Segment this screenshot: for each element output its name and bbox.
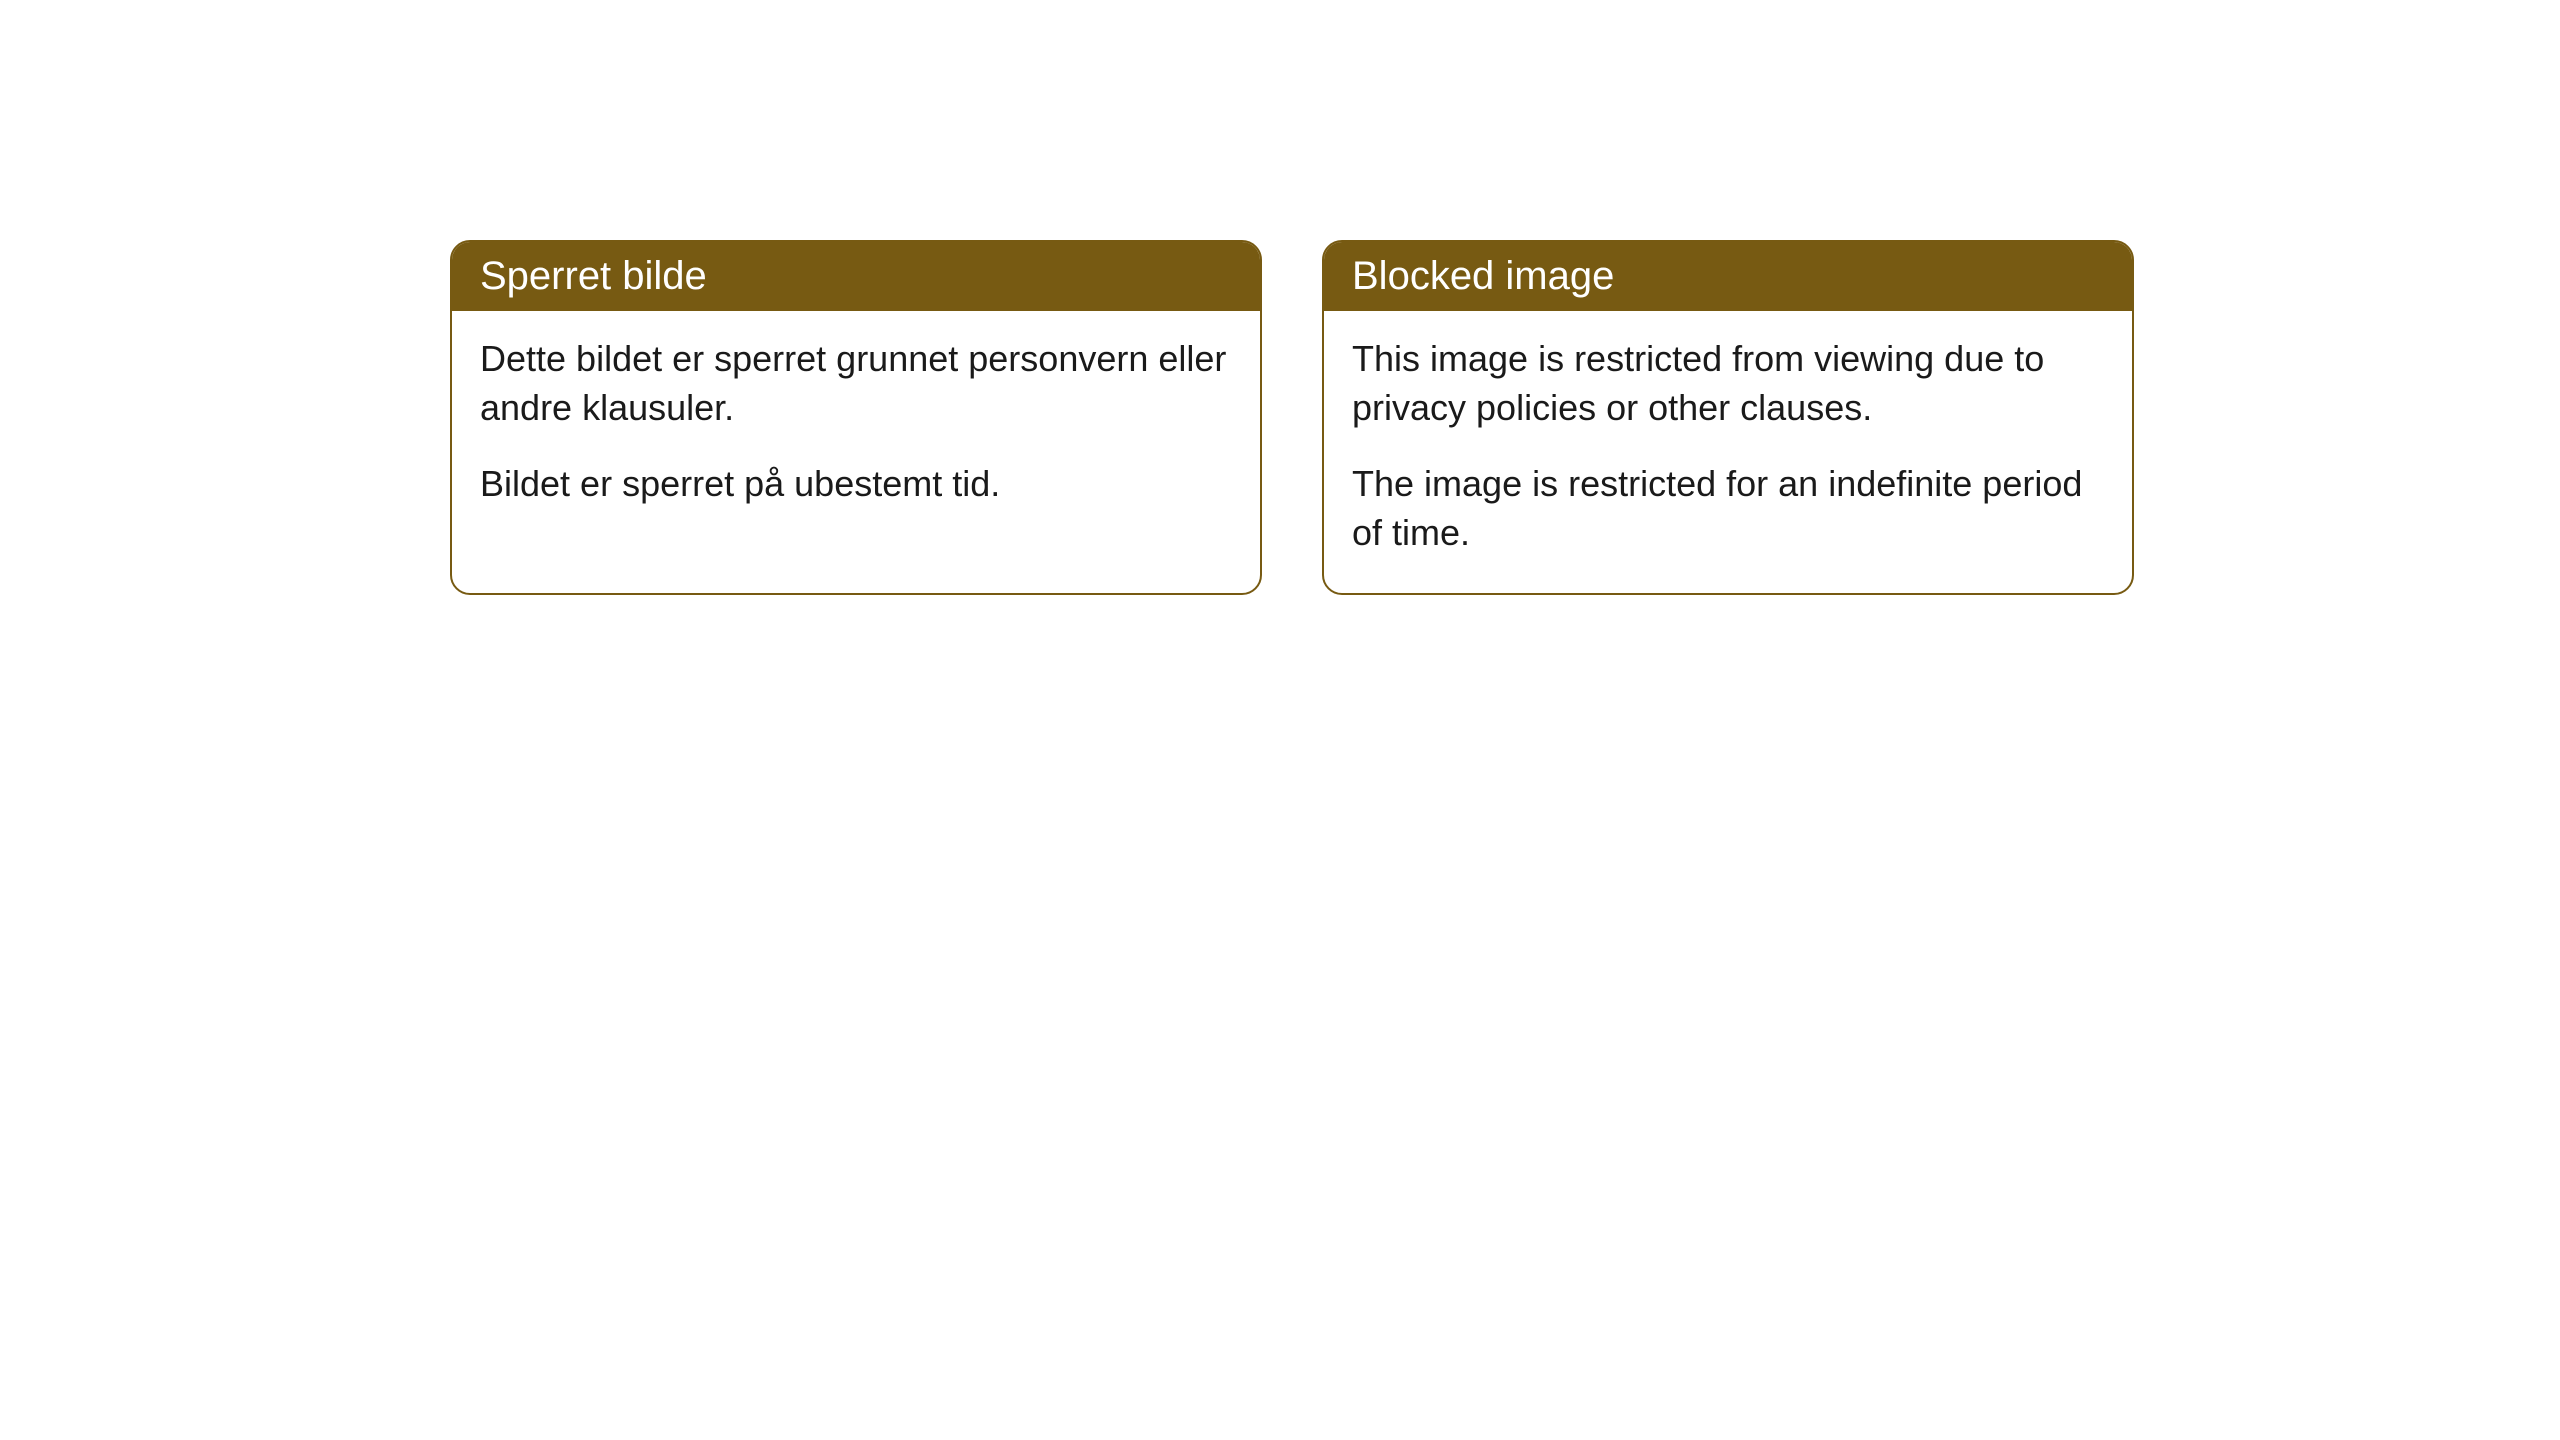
card-body: Dette bildet er sperret grunnet personve… <box>452 311 1260 545</box>
card-title: Sperret bilde <box>480 254 707 298</box>
card-paragraph: This image is restricted from viewing du… <box>1352 335 2104 432</box>
blocked-image-card-english: Blocked image This image is restricted f… <box>1322 240 2134 595</box>
card-header: Sperret bilde <box>452 242 1260 311</box>
cards-container: Sperret bilde Dette bildet er sperret gr… <box>450 240 2134 595</box>
card-paragraph: Bildet er sperret på ubestemt tid. <box>480 460 1232 509</box>
card-paragraph: Dette bildet er sperret grunnet personve… <box>480 335 1232 432</box>
card-header: Blocked image <box>1324 242 2132 311</box>
card-body: This image is restricted from viewing du… <box>1324 311 2132 593</box>
card-paragraph: The image is restricted for an indefinit… <box>1352 460 2104 557</box>
blocked-image-card-norwegian: Sperret bilde Dette bildet er sperret gr… <box>450 240 1262 595</box>
card-title: Blocked image <box>1352 254 1614 298</box>
